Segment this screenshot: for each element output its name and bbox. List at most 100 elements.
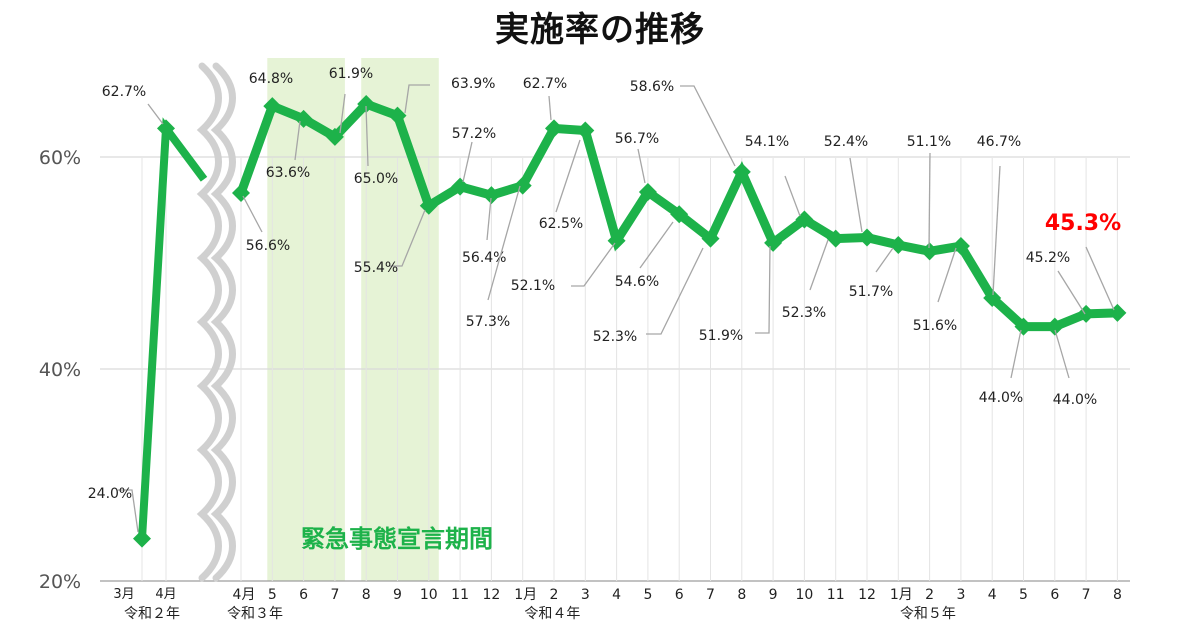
data-point xyxy=(482,186,501,205)
data-label: 52.3% xyxy=(782,305,826,321)
leader-line xyxy=(875,247,894,273)
data-label: 51.1% xyxy=(907,134,951,150)
leader-line xyxy=(639,221,674,269)
leader-line xyxy=(462,141,473,183)
data-point xyxy=(451,177,470,196)
emergency-band-label: 緊急事態宣言期間 xyxy=(301,525,493,553)
data-label: 56.6% xyxy=(246,238,290,254)
data-label: 51.6% xyxy=(913,318,957,334)
leader-line xyxy=(486,197,492,241)
x-tick-label: 8 xyxy=(1113,587,1122,603)
data-label: 58.6% xyxy=(630,79,674,95)
leader-line xyxy=(928,152,931,249)
x-tick-label: 8 xyxy=(362,587,371,603)
x-tick-label: 7 xyxy=(706,587,715,603)
leader-line xyxy=(548,95,552,121)
data-label: 52.3% xyxy=(593,329,637,345)
axis-break-line xyxy=(210,62,236,582)
data-point xyxy=(1014,317,1033,336)
data-point xyxy=(357,95,376,113)
x-tick-label: 9 xyxy=(769,587,778,603)
leader-line xyxy=(1057,270,1086,315)
data-point xyxy=(263,97,282,116)
x-tick-label: 12 xyxy=(482,587,500,603)
leader-line xyxy=(365,105,369,167)
data-point xyxy=(1108,303,1127,322)
leader-line xyxy=(118,489,139,533)
data-label: 61.9% xyxy=(329,66,373,82)
leader-line xyxy=(147,103,164,125)
leader-line xyxy=(404,84,430,114)
x-tick-label: 3 xyxy=(581,587,590,603)
era-label: 令和５年 xyxy=(900,606,956,622)
data-label: 57.3% xyxy=(466,314,510,330)
data-point xyxy=(325,127,344,146)
data-point xyxy=(826,229,845,248)
data-label: 46.7% xyxy=(977,134,1021,150)
x-tick-label: 7 xyxy=(1082,587,1091,603)
data-label: 63.6% xyxy=(266,165,310,181)
x-tick-label: 11 xyxy=(451,587,469,603)
era-label: 令和４年 xyxy=(524,606,580,622)
data-point xyxy=(576,121,595,140)
axis-break-line xyxy=(196,62,222,582)
data-label: 52.1% xyxy=(511,278,555,294)
leader-line xyxy=(389,209,426,267)
y-tick-label: 20% xyxy=(39,571,81,593)
x-tick-label: 3月 xyxy=(113,587,134,602)
leader-line xyxy=(637,148,646,184)
data-label: 51.7% xyxy=(849,284,893,300)
data-point xyxy=(701,229,720,248)
leader-line xyxy=(1054,329,1070,379)
leader-line xyxy=(937,247,957,303)
leader-line xyxy=(294,120,301,161)
series-line-r2 xyxy=(138,117,208,539)
x-tick-label: 5 xyxy=(268,587,277,603)
data-label: 62.7% xyxy=(523,76,567,92)
x-tick-label: 8 xyxy=(737,587,746,603)
x-tick-label: 10 xyxy=(795,587,813,603)
x-tick-label: 3 xyxy=(956,587,965,603)
data-label: 24.0% xyxy=(88,486,132,502)
data-label: 56.7% xyxy=(615,131,659,147)
data-label: 65.0% xyxy=(354,171,398,187)
x-tick-label: 4月 xyxy=(233,587,256,603)
x-tick-label: 6 xyxy=(299,587,308,603)
x-tick-label: 5 xyxy=(1019,587,1028,603)
data-label: 63.9% xyxy=(451,76,495,92)
data-label: 45.3% xyxy=(1045,211,1121,236)
x-tick-label: 7 xyxy=(330,587,339,603)
data-point xyxy=(157,119,175,138)
leader-line xyxy=(784,175,801,217)
x-tick-label: 4月 xyxy=(155,587,176,602)
chart-title: 実施率の推移 xyxy=(495,10,705,50)
leader-line xyxy=(1010,329,1022,379)
x-tick-label: 6 xyxy=(675,587,684,603)
leader-line xyxy=(755,245,771,334)
data-point xyxy=(920,242,939,261)
leader-line xyxy=(571,242,616,287)
data-point xyxy=(732,162,751,181)
x-tick-label: 4 xyxy=(988,587,997,603)
leader-line xyxy=(339,93,346,134)
leader-line xyxy=(680,85,736,167)
x-tick-label: 2 xyxy=(550,587,559,603)
x-tick-label: 11 xyxy=(827,587,845,603)
x-tick-label: 10 xyxy=(420,587,438,603)
data-point xyxy=(983,288,1002,307)
data-label: 54.6% xyxy=(615,274,659,290)
leader-line xyxy=(1085,246,1115,311)
emergency-band-2 xyxy=(361,58,439,581)
x-tick-label: 5 xyxy=(643,587,652,603)
x-tick-label: 6 xyxy=(1050,587,1059,603)
emergency-band-1 xyxy=(267,58,345,581)
data-label: 54.1% xyxy=(745,134,789,150)
x-tick-label: 9 xyxy=(393,587,402,603)
data-label: 64.8% xyxy=(249,71,293,87)
y-tick-label: 40% xyxy=(39,359,81,381)
data-label: 62.7% xyxy=(102,84,146,100)
data-label: 55.4% xyxy=(354,260,398,276)
data-label: 45.2% xyxy=(1026,250,1070,266)
